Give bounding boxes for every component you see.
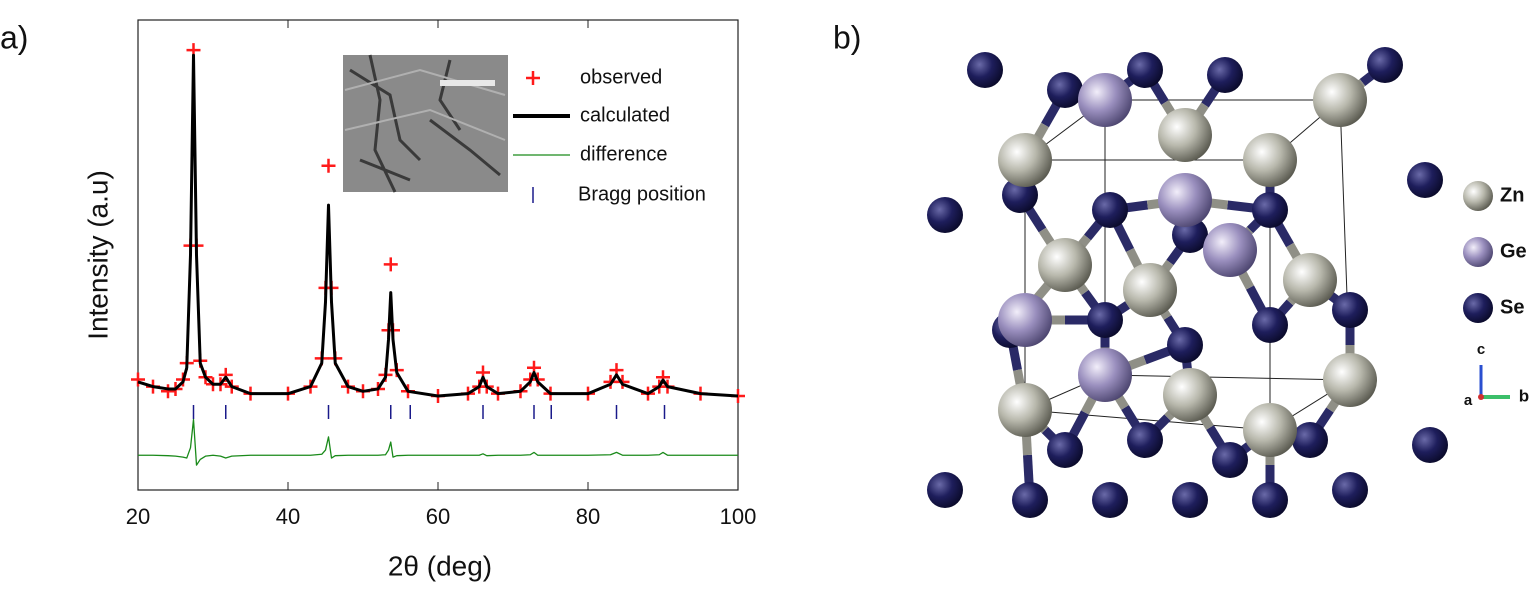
se-atom xyxy=(1332,292,1368,328)
metal-atom xyxy=(1243,133,1297,187)
se-atom xyxy=(1167,327,1203,363)
legend-label: Ge xyxy=(1500,240,1527,262)
se-atom xyxy=(1047,432,1083,468)
se-atom xyxy=(1332,472,1368,508)
profile-line xyxy=(137,53,739,398)
se-atom xyxy=(1012,482,1048,518)
se-atom xyxy=(1252,482,1288,518)
se-atom xyxy=(1092,482,1128,518)
metal-atom xyxy=(1243,403,1297,457)
se-atom xyxy=(1127,422,1163,458)
se-atom xyxy=(927,472,963,508)
se-atom xyxy=(1172,482,1208,518)
legend-label: Zn xyxy=(1500,184,1524,206)
x-tick-label: 20 xyxy=(126,504,150,529)
unit-cell-edge xyxy=(1104,374,1351,381)
legend-label: Bragg position xyxy=(578,183,706,205)
axis-label: a xyxy=(1464,392,1473,409)
crystal-structure: Zn Ge Se c a b xyxy=(927,47,1529,518)
se-atom xyxy=(1207,57,1243,93)
panel-label: b) xyxy=(833,19,861,55)
legend-atom xyxy=(1463,293,1493,323)
se-atom xyxy=(1252,307,1288,343)
se-atom xyxy=(1212,442,1248,478)
axis-label: c xyxy=(1477,341,1485,358)
x-tick-label: 80 xyxy=(576,504,600,529)
se-atom xyxy=(1252,192,1288,228)
unit-cell-edge xyxy=(1024,409,1271,431)
observed-point xyxy=(321,158,336,173)
legend-label: calculated xyxy=(580,104,670,126)
profile-line xyxy=(138,418,738,466)
x-tick-label: 60 xyxy=(426,504,450,529)
x-tick-label: 100 xyxy=(720,504,757,529)
metal-atom xyxy=(1158,173,1212,227)
se-atom xyxy=(1127,52,1163,88)
observed-point xyxy=(161,384,175,399)
x-tick-label: 40 xyxy=(276,504,300,529)
legend-label: observed xyxy=(580,66,662,88)
metal-atom xyxy=(998,293,1052,347)
metal-atom xyxy=(1203,223,1257,277)
metal-atom xyxy=(1038,238,1092,292)
legend-atom xyxy=(1463,237,1493,267)
se-atom xyxy=(1367,47,1403,83)
se-atom xyxy=(1092,192,1128,228)
metal-atom xyxy=(1323,353,1377,407)
axis-label: b xyxy=(1519,386,1529,405)
metal-atom xyxy=(1158,108,1212,162)
axis-arrow xyxy=(1478,394,1484,400)
se-atom xyxy=(927,197,963,233)
metal-atom xyxy=(1313,73,1367,127)
metal-atom xyxy=(1123,263,1177,317)
x-axis-label: 2θ (deg) xyxy=(388,550,492,581)
metal-atom xyxy=(1078,73,1132,127)
observed-point xyxy=(131,372,145,387)
observed-point xyxy=(383,257,398,272)
se-atom xyxy=(967,52,1003,88)
legend-label: Se xyxy=(1500,296,1524,318)
inset-image xyxy=(343,54,508,193)
metal-atom xyxy=(1283,253,1337,307)
metal-atom xyxy=(1163,368,1217,422)
se-atom xyxy=(1047,72,1083,108)
legend-label: difference xyxy=(580,143,667,165)
legend-atom xyxy=(1463,181,1493,211)
y-axis-label: Intensity (a.u) xyxy=(82,170,113,340)
metal-atom xyxy=(998,383,1052,437)
metal-atom xyxy=(1078,348,1132,402)
panel-label: a) xyxy=(0,19,28,55)
plot: 20 40 60 80 100 Intensity (a.u) 2θ (deg) observ… xyxy=(82,19,757,581)
se-atom xyxy=(1407,162,1443,198)
legend-marker xyxy=(526,71,540,85)
se-atom xyxy=(1292,422,1328,458)
se-atom xyxy=(1087,302,1123,338)
se-atom xyxy=(1412,427,1448,463)
metal-atom xyxy=(998,133,1052,187)
